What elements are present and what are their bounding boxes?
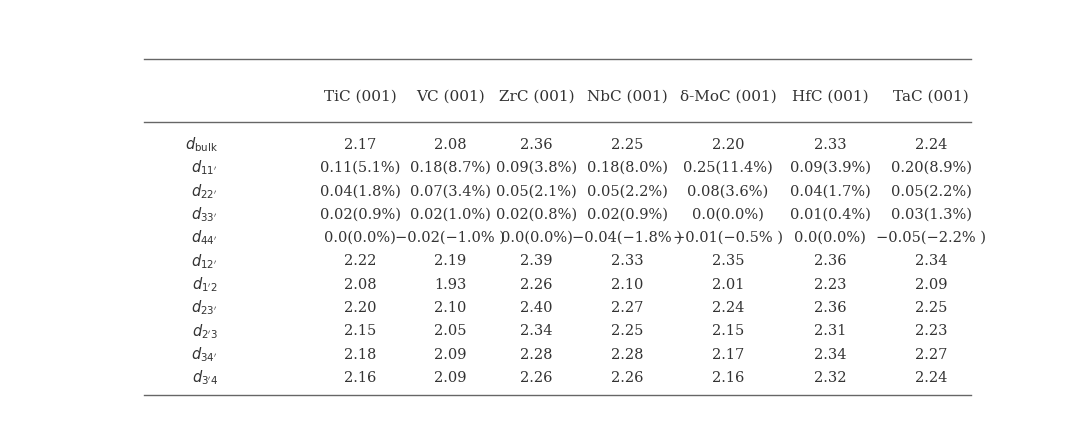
Text: 0.25(11.4%): 0.25(11.4%) xyxy=(683,161,773,175)
Text: 2.16: 2.16 xyxy=(712,371,744,385)
Text: VC (001): VC (001) xyxy=(416,90,484,103)
Text: 2.20: 2.20 xyxy=(712,137,744,152)
Text: 2.26: 2.26 xyxy=(611,371,643,385)
Text: 0.05(2.2%): 0.05(2.2%) xyxy=(587,184,667,198)
Text: 2.24: 2.24 xyxy=(712,301,744,315)
Text: 0.0(0.0%): 0.0(0.0%) xyxy=(692,207,764,222)
Text: 0.0(0.0%): 0.0(0.0%) xyxy=(325,231,396,245)
Text: 2.10: 2.10 xyxy=(611,278,643,292)
Text: 2.22: 2.22 xyxy=(344,254,377,268)
Text: 2.26: 2.26 xyxy=(520,278,552,292)
Text: 0.08(3.6%): 0.08(3.6%) xyxy=(688,184,769,198)
Text: 2.24: 2.24 xyxy=(915,137,948,152)
Text: −0.04(−1.8% ): −0.04(−1.8% ) xyxy=(572,231,682,245)
Text: $d_{22'}$: $d_{22'}$ xyxy=(192,182,218,201)
Text: 0.02(0.9%): 0.02(0.9%) xyxy=(319,207,401,222)
Text: 2.28: 2.28 xyxy=(520,348,552,362)
Text: NbC (001): NbC (001) xyxy=(587,90,667,103)
Text: 2.36: 2.36 xyxy=(814,254,847,268)
Text: 0.07(3.4%): 0.07(3.4%) xyxy=(409,184,491,198)
Text: 2.05: 2.05 xyxy=(434,324,467,339)
Text: 0.09(3.9%): 0.09(3.9%) xyxy=(790,161,871,175)
Text: δ-MoC (001): δ-MoC (001) xyxy=(679,90,777,103)
Text: $d_{34'}$: $d_{34'}$ xyxy=(192,345,218,364)
Text: 0.0(0.0%): 0.0(0.0%) xyxy=(795,231,866,245)
Text: 0.05(2.2%): 0.05(2.2%) xyxy=(890,184,971,198)
Text: 0.01(0.4%): 0.01(0.4%) xyxy=(790,207,871,222)
Text: 0.04(1.8%): 0.04(1.8%) xyxy=(319,184,401,198)
Text: 2.24: 2.24 xyxy=(915,371,948,385)
Text: 2.08: 2.08 xyxy=(434,137,467,152)
Text: 2.23: 2.23 xyxy=(915,324,948,339)
Text: 2.16: 2.16 xyxy=(344,371,377,385)
Text: $d_{2'3}$: $d_{2'3}$ xyxy=(192,322,218,341)
Text: 2.35: 2.35 xyxy=(712,254,744,268)
Text: $d_{33'}$: $d_{33'}$ xyxy=(192,205,218,224)
Text: 2.34: 2.34 xyxy=(814,348,847,362)
Text: 2.10: 2.10 xyxy=(434,301,467,315)
Text: 0.02(1.0%): 0.02(1.0%) xyxy=(409,207,491,222)
Text: 2.36: 2.36 xyxy=(520,137,553,152)
Text: 2.25: 2.25 xyxy=(611,137,643,152)
Text: 0.18(8.0%): 0.18(8.0%) xyxy=(587,161,668,175)
Text: 2.27: 2.27 xyxy=(915,348,948,362)
Text: $d_{12'}$: $d_{12'}$ xyxy=(192,252,218,271)
Text: 0.04(1.7%): 0.04(1.7%) xyxy=(790,184,871,198)
Text: $d_{44'}$: $d_{44'}$ xyxy=(192,229,218,247)
Text: 0.18(8.7%): 0.18(8.7%) xyxy=(409,161,491,175)
Text: $d_{\mathrm{bulk}}$: $d_{\mathrm{bulk}}$ xyxy=(184,135,218,154)
Text: 2.34: 2.34 xyxy=(520,324,552,339)
Text: 2.33: 2.33 xyxy=(814,137,847,152)
Text: 2.25: 2.25 xyxy=(915,301,948,315)
Text: 2.19: 2.19 xyxy=(434,254,467,268)
Text: 2.40: 2.40 xyxy=(520,301,552,315)
Text: 0.0(0.0%): 0.0(0.0%) xyxy=(500,231,573,245)
Text: 2.31: 2.31 xyxy=(814,324,847,339)
Text: 1.93: 1.93 xyxy=(434,278,467,292)
Text: TaC (001): TaC (001) xyxy=(893,90,969,103)
Text: 2.09: 2.09 xyxy=(915,278,948,292)
Text: 2.33: 2.33 xyxy=(611,254,643,268)
Text: 0.02(0.9%): 0.02(0.9%) xyxy=(587,207,668,222)
Text: TiC (001): TiC (001) xyxy=(324,90,396,103)
Text: 2.23: 2.23 xyxy=(814,278,847,292)
Text: 2.09: 2.09 xyxy=(434,371,467,385)
Text: 2.15: 2.15 xyxy=(712,324,744,339)
Text: 2.36: 2.36 xyxy=(814,301,847,315)
Text: 0.03(1.3%): 0.03(1.3%) xyxy=(890,207,971,222)
Text: ZrC (001): ZrC (001) xyxy=(499,90,574,103)
Text: 2.25: 2.25 xyxy=(611,324,643,339)
Text: 2.18: 2.18 xyxy=(344,348,377,362)
Text: 0.05(2.1%): 0.05(2.1%) xyxy=(496,184,577,198)
Text: −0.02(−1.0% ): −0.02(−1.0% ) xyxy=(395,231,505,245)
Text: 2.15: 2.15 xyxy=(344,324,377,339)
Text: 2.17: 2.17 xyxy=(344,137,377,152)
Text: HfC (001): HfC (001) xyxy=(792,90,869,103)
Text: $d_{11'}$: $d_{11'}$ xyxy=(192,158,218,177)
Text: 2.39: 2.39 xyxy=(520,254,552,268)
Text: 2.32: 2.32 xyxy=(814,371,847,385)
Text: $d_{23'}$: $d_{23'}$ xyxy=(192,299,218,318)
Text: 0.09(3.8%): 0.09(3.8%) xyxy=(496,161,577,175)
Text: 2.26: 2.26 xyxy=(520,371,552,385)
Text: 2.08: 2.08 xyxy=(344,278,377,292)
Text: 2.01: 2.01 xyxy=(712,278,744,292)
Text: $d_{3'4}$: $d_{3'4}$ xyxy=(192,369,218,388)
Text: $d_{1'2}$: $d_{1'2}$ xyxy=(192,275,218,294)
Text: −0.05(−2.2% ): −0.05(−2.2% ) xyxy=(876,231,986,245)
Text: −0.01(−0.5% ): −0.01(−0.5% ) xyxy=(673,231,783,245)
Text: 2.28: 2.28 xyxy=(611,348,643,362)
Text: 0.02(0.8%): 0.02(0.8%) xyxy=(496,207,577,222)
Text: 2.20: 2.20 xyxy=(344,301,377,315)
Text: 0.20(8.9%): 0.20(8.9%) xyxy=(890,161,971,175)
Text: 2.17: 2.17 xyxy=(712,348,744,362)
Text: 0.11(5.1%): 0.11(5.1%) xyxy=(321,161,401,175)
Text: 2.27: 2.27 xyxy=(611,301,643,315)
Text: 2.09: 2.09 xyxy=(434,348,467,362)
Text: 2.34: 2.34 xyxy=(915,254,948,268)
